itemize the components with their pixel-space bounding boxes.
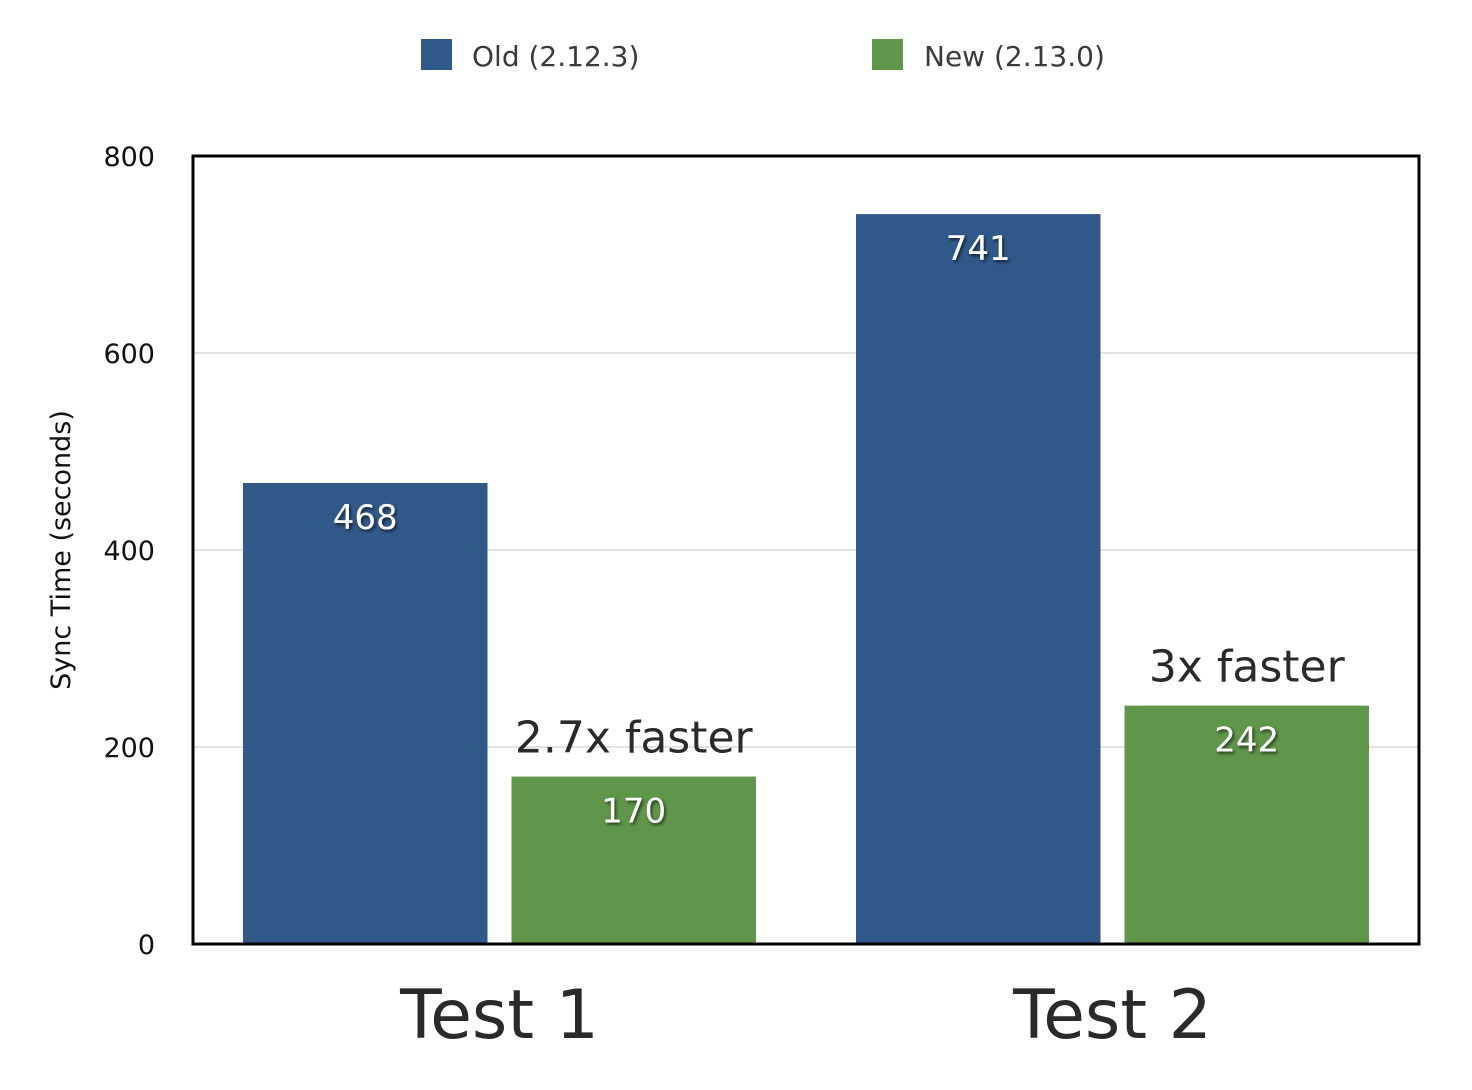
bar-old-2 (856, 214, 1101, 945)
speedup-annotation: 2.7x faster (515, 713, 754, 764)
bars: 468 170 2.7x faster 741 242 3x faster (243, 214, 1369, 945)
y-tick-label: 400 (103, 536, 155, 567)
y-axis-title: Sync Time (seconds) (46, 410, 77, 690)
x-category-label: Test 1 (399, 976, 599, 1055)
x-category-label: Test 2 (1012, 976, 1212, 1055)
legend: Old (2.12.3) New (2.13.0) (421, 39, 1105, 73)
bar-value-label: 741 (946, 229, 1011, 269)
y-tick-label: 800 (103, 142, 155, 173)
bar-new-1 (511, 776, 756, 944)
legend-label-old: Old (2.12.3) (472, 40, 639, 73)
y-tick-label: 200 (103, 733, 155, 764)
bar-value-label: 468 (333, 498, 398, 538)
legend-label-new: New (2.13.0) (924, 40, 1105, 73)
plot-frame (191, 154, 1421, 946)
y-tick-label: 600 (103, 339, 155, 370)
legend-swatch-new (872, 39, 903, 70)
bar-value-label: 170 (601, 792, 666, 832)
bar-new-2 (1124, 705, 1369, 944)
bar-old-1 (243, 483, 488, 944)
bar-value-label: 242 (1214, 721, 1279, 761)
y-axis-ticks: 0 200 400 600 800 (103, 142, 155, 961)
x-axis-category-labels: Test 1 Test 2 (399, 976, 1212, 1055)
y-tick-label: 0 (138, 930, 155, 961)
speedup-annotation: 3x faster (1149, 642, 1346, 693)
legend-swatch-old (421, 39, 452, 70)
